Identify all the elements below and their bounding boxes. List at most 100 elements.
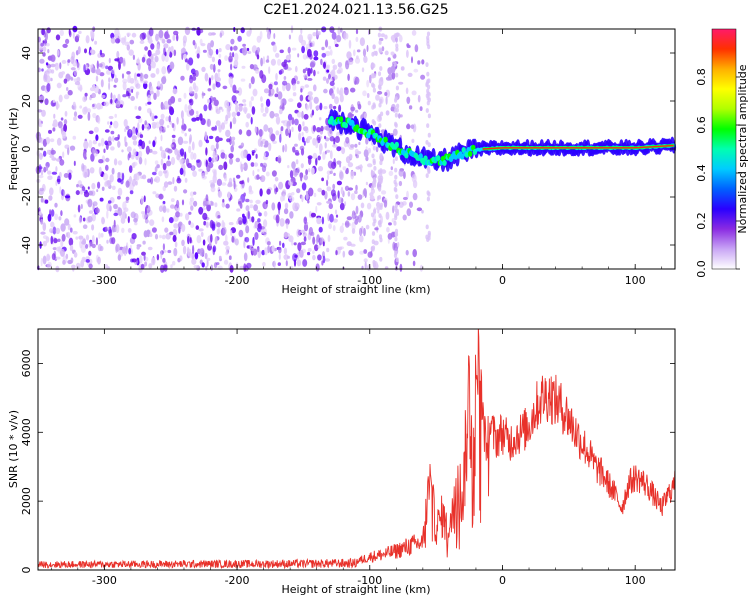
spectrogram-cell — [263, 219, 268, 228]
spectrogram-cell — [54, 213, 59, 221]
spectrogram-cell — [319, 237, 325, 244]
spectrogram-cell — [209, 95, 214, 103]
spectrogram-cell — [320, 125, 324, 132]
spectrogram-cell — [378, 186, 382, 192]
spectrogram-cell — [43, 30, 46, 38]
spectrogram-cell — [350, 170, 355, 180]
spectrogram-cell — [381, 190, 387, 195]
spectrogram-cell — [173, 223, 179, 229]
spectrogram-cell — [189, 200, 193, 207]
spectrogram-cell — [108, 77, 111, 83]
spectrogram-cell — [152, 123, 157, 129]
spectrogram-cell — [380, 76, 384, 82]
spectrogram-cell — [355, 184, 358, 192]
spectrogram-cell — [402, 214, 407, 221]
spectrogram-cell — [365, 137, 369, 145]
spectrogram-cell — [243, 162, 248, 172]
colorbar-tick-label: 0.0 — [695, 260, 708, 278]
spectrogram-cell — [308, 226, 314, 236]
spectrogram-cell — [242, 99, 247, 103]
spectrogram-cell — [363, 149, 369, 158]
spectrogram-cell — [111, 167, 115, 175]
spectrogram-cell — [312, 124, 316, 132]
spectrogram-cell — [62, 259, 66, 265]
spectrogram-cell — [148, 27, 154, 37]
spectrogram-cell — [333, 38, 337, 46]
spectrogram-cell — [339, 246, 345, 250]
spectrogram-cell — [179, 167, 184, 175]
spectrogram-cell — [177, 97, 182, 103]
spectrogram-cell — [300, 241, 306, 246]
spectrogram-cell — [72, 31, 75, 39]
spectrogram-cell — [208, 48, 214, 56]
spectrogram-cell — [229, 52, 232, 57]
spectrogram-cell — [425, 82, 429, 88]
spectrogram-cell — [194, 92, 198, 100]
spectrogram-cell — [58, 94, 63, 103]
spectrogram-cell — [49, 138, 55, 143]
spectrogram-cell — [204, 131, 208, 140]
spectrogram-cell — [350, 87, 356, 93]
spectrogram-cell — [202, 49, 207, 53]
spectrogram-cell — [228, 255, 232, 260]
spectrogram-cell — [79, 239, 83, 249]
spectrogram-cell — [315, 157, 318, 166]
spectrogram-cell — [240, 183, 245, 190]
spectrogram-cell — [128, 177, 133, 183]
spectrogram-cell — [294, 143, 298, 147]
spectrogram-cell — [412, 249, 418, 258]
spectrogram-cell — [72, 135, 77, 140]
spectrogram-cell — [105, 157, 110, 163]
spectrogram-cell — [53, 238, 58, 244]
spectrogram-cell — [273, 33, 276, 39]
spectrogram-cell — [60, 210, 63, 217]
spectrogram-cell — [202, 239, 206, 246]
spectrogram-cell — [294, 202, 300, 210]
spectrogram-cell — [231, 111, 237, 118]
spectrogram-cell — [87, 186, 90, 190]
spectrogram-cell — [40, 218, 44, 225]
spectrogram-cell — [292, 253, 298, 262]
spectrogram-cell — [385, 110, 390, 116]
spectrogram-cell — [248, 185, 252, 193]
spectrogram-cell — [379, 154, 383, 160]
spectrogram-cell — [210, 233, 213, 243]
spectrogram-cell — [137, 122, 140, 131]
spectrogram-cell — [386, 226, 390, 233]
spectrogram-cell — [188, 128, 192, 132]
spectrogram-cell — [187, 162, 192, 169]
spectrogram-cell — [189, 108, 195, 116]
spectrogram-cell — [176, 116, 179, 125]
spectrogram-cell — [108, 232, 113, 237]
spectrogram-cell — [180, 75, 185, 81]
spectrogram-cell — [141, 56, 146, 63]
spectrogram-y-axis-title: Frequency (Hz) — [7, 108, 20, 191]
spectrogram-cell — [288, 34, 291, 40]
spectrogram-cell — [196, 159, 200, 163]
spectrogram-cell — [131, 135, 137, 141]
spectrogram-cell — [329, 128, 333, 134]
spectrogram-cell — [331, 58, 336, 64]
spectrogram-cell — [305, 192, 309, 201]
spectrogram-cell — [136, 73, 141, 77]
spectrogram-cell — [81, 256, 86, 262]
spectrogram-cell — [400, 114, 403, 118]
spectrogram-cell — [181, 223, 186, 233]
spectrogram-cell — [190, 222, 195, 228]
spectrogram-cell — [83, 106, 88, 113]
y-tick-label: 2000 — [20, 487, 33, 515]
spectrogram-cell — [55, 256, 61, 260]
spectrogram-cell — [279, 49, 284, 54]
spectrogram-cell — [373, 166, 377, 171]
spectrogram-cell — [228, 153, 234, 159]
spectrogram-cell — [63, 173, 69, 178]
spectrogram-cell — [224, 100, 230, 109]
spectrogram-cell — [203, 104, 208, 112]
spectrogram-cell — [83, 64, 86, 73]
spectrogram-cell — [207, 118, 211, 127]
spectrogram-cell — [315, 237, 319, 245]
spectrogram-cell — [92, 103, 95, 108]
spectrogram-cell — [172, 260, 176, 266]
x-tick-label: -200 — [225, 574, 250, 587]
spectrogram-cell — [99, 49, 103, 55]
